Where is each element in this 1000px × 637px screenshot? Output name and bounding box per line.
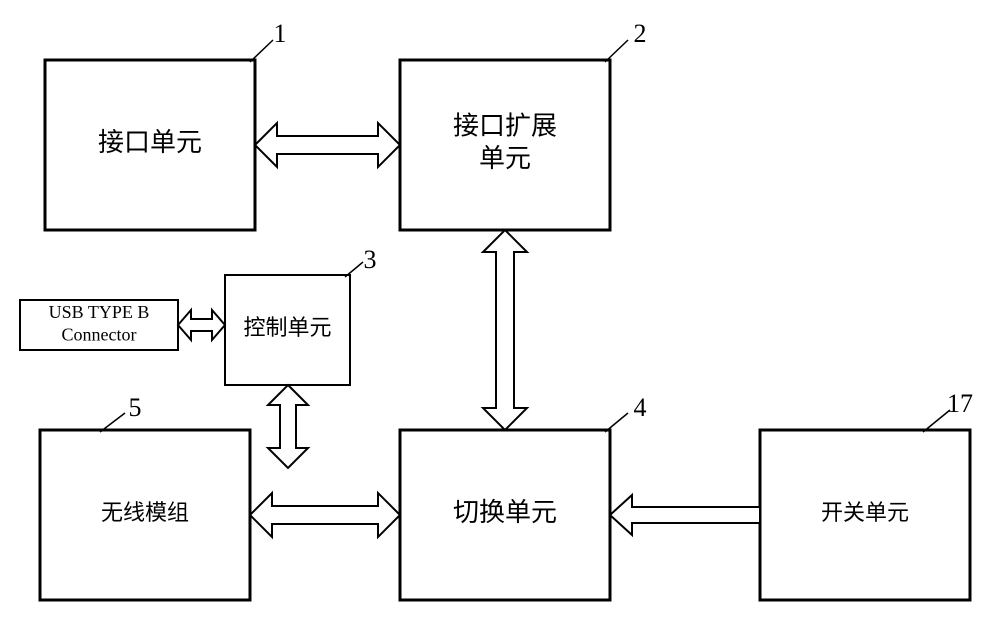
edge-n3-n4 [268, 385, 308, 468]
node-label-n2-line1: 单元 [479, 144, 531, 173]
leader-line-n3 [345, 262, 363, 277]
block-diagram: 接口单元 1 接口扩展单元 2 控制单元 3 切换单元 4 无线模组 5 开关单元 17 USB TYP… [0, 0, 1000, 637]
edge-n1-n2 [255, 123, 400, 167]
node-number-n3: 3 [364, 245, 377, 274]
edge-n2-n4 [483, 230, 527, 430]
leader-line-n1 [250, 40, 273, 62]
leader-line-n4 [605, 413, 628, 432]
node-number-n2: 2 [634, 19, 647, 48]
node-number-n17: 17 [947, 389, 973, 418]
node-label-n2-line0: 接口扩展 [453, 112, 557, 141]
node-number-n5: 5 [129, 393, 142, 422]
node-label-n17-line0: 开关单元 [821, 500, 909, 525]
node-number-n4: 4 [634, 393, 647, 422]
edge-n5-n4 [250, 493, 400, 537]
edge-usb-n3 [178, 310, 225, 340]
leader-line-n2 [605, 40, 628, 62]
node-label-usb-line0: USB TYPE B [49, 302, 150, 322]
node-label-n5-line0: 无线模组 [101, 500, 189, 525]
edge-n17-n4 [610, 495, 760, 535]
node-label-usb-line1: Connector [62, 324, 137, 344]
node-number-n1: 1 [274, 19, 287, 48]
node-label-n3-line0: 控制单元 [243, 315, 331, 340]
node-label-n1-line0: 接口单元 [98, 128, 202, 157]
node-label-n4-line0: 切换单元 [453, 498, 557, 527]
